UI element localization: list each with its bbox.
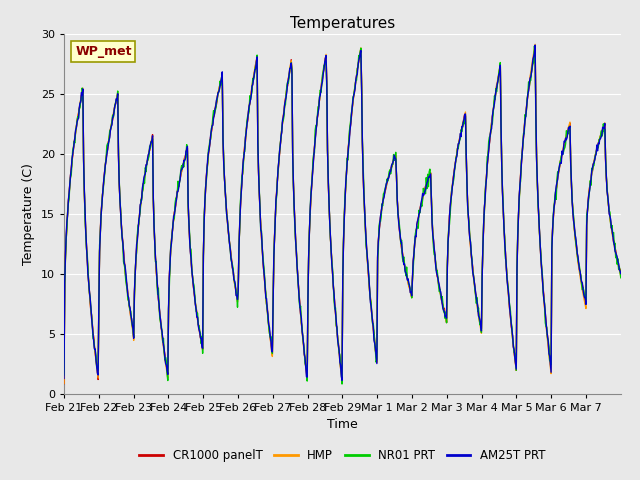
X-axis label: Time: Time xyxy=(327,418,358,431)
Title: Temperatures: Temperatures xyxy=(290,16,395,31)
Legend: CR1000 panelT, HMP, NR01 PRT, AM25T PRT: CR1000 panelT, HMP, NR01 PRT, AM25T PRT xyxy=(135,444,550,467)
Text: WP_met: WP_met xyxy=(75,45,132,58)
Y-axis label: Temperature (C): Temperature (C) xyxy=(22,163,35,264)
